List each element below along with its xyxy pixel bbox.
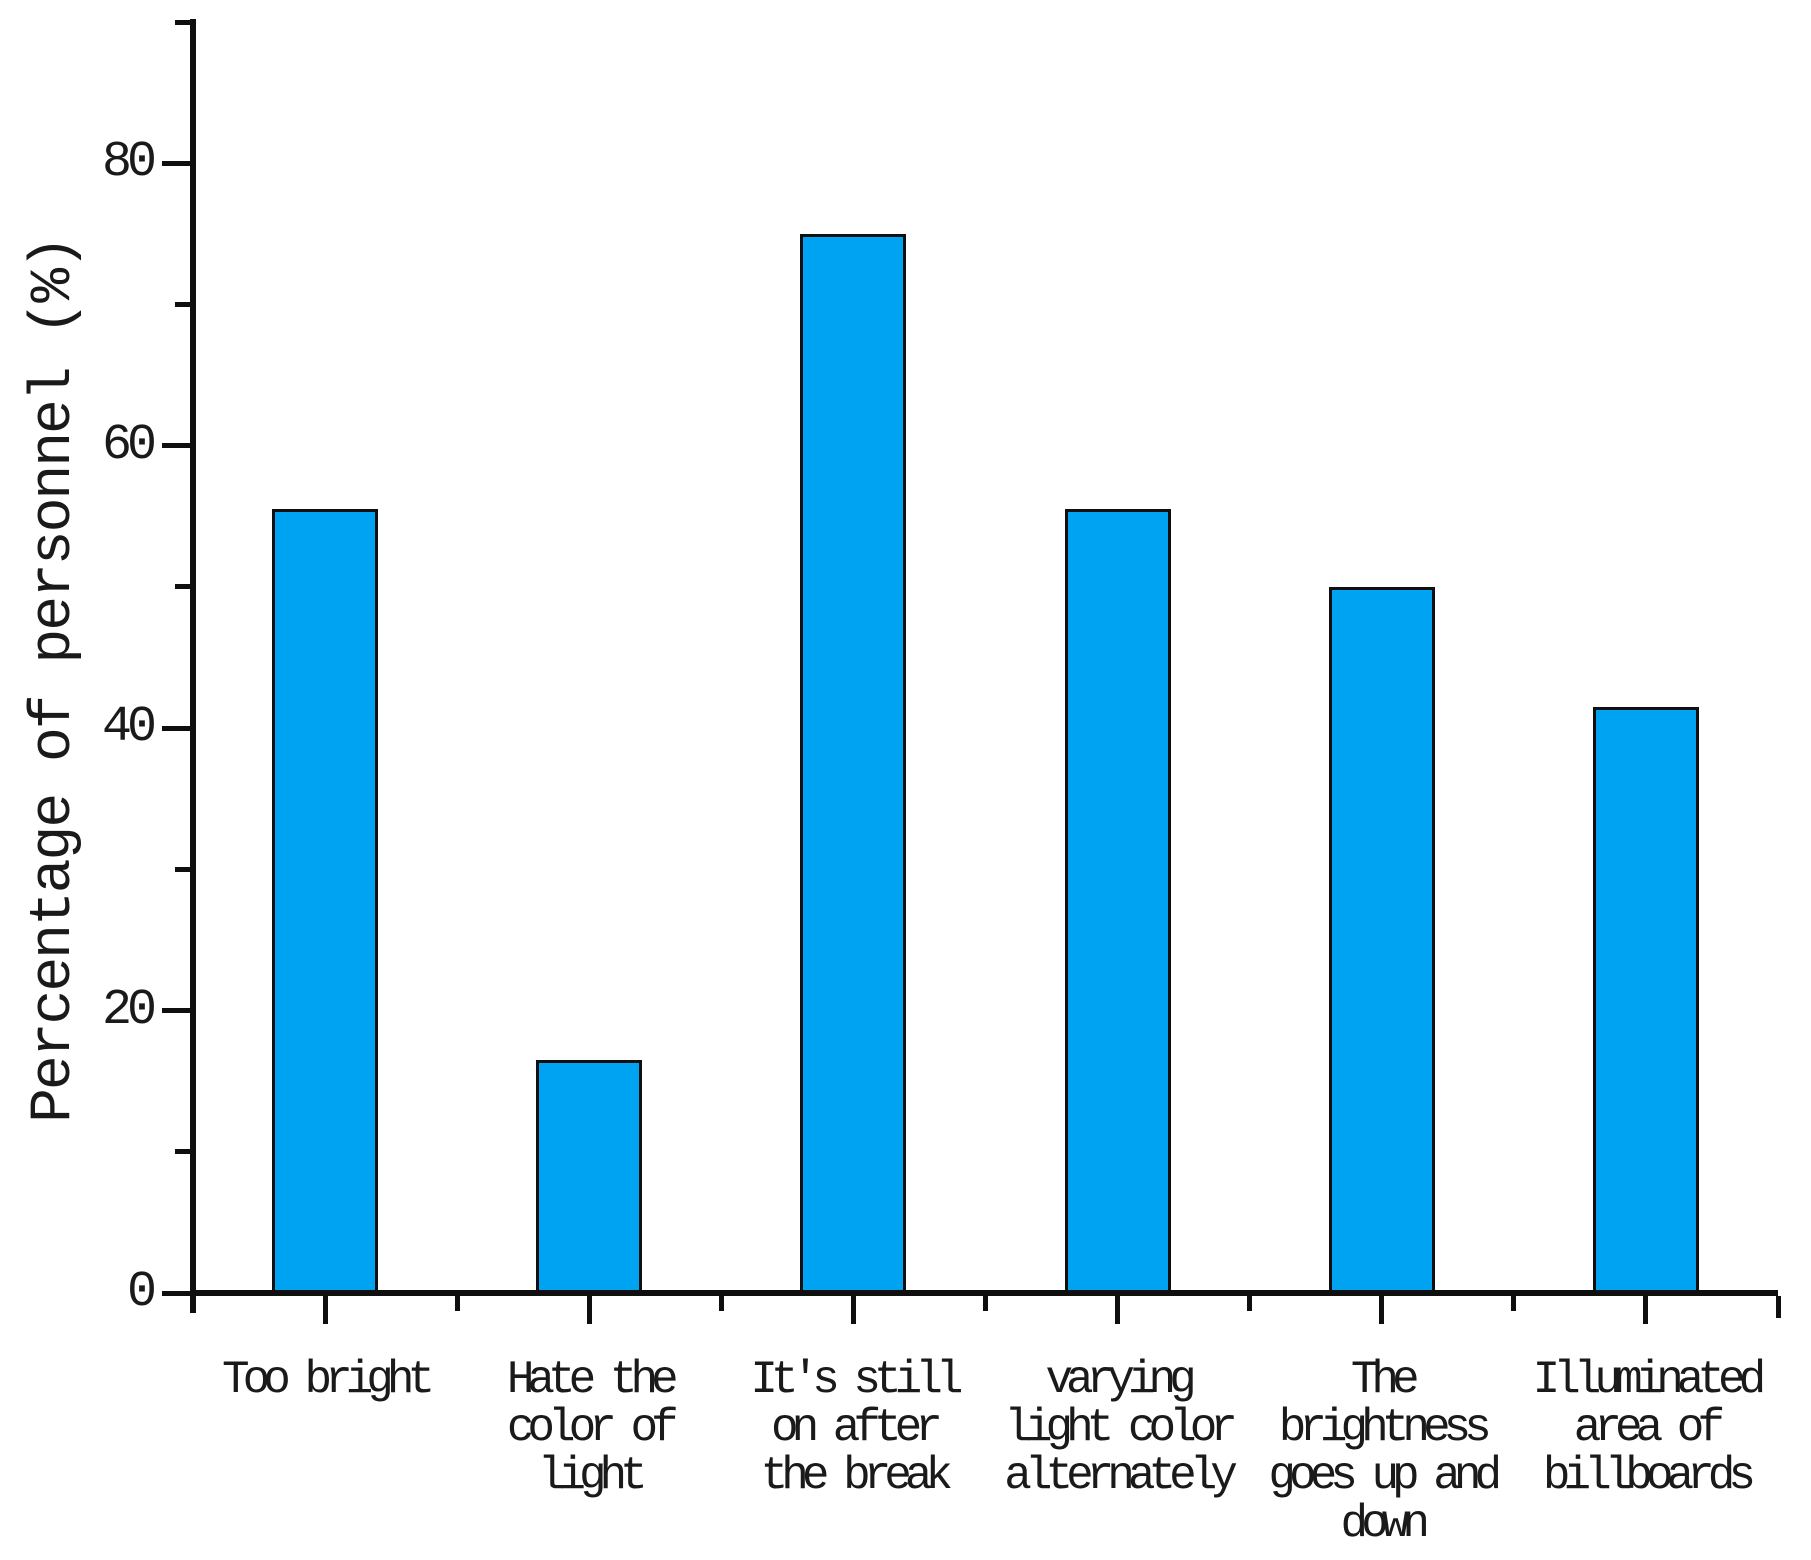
y-axis-title: Percentage of personnel (%) — [22, 237, 87, 1123]
x-tick-minor — [454, 1296, 460, 1311]
y-tick-major — [162, 1008, 190, 1014]
x-tick-major — [1115, 1296, 1121, 1324]
y-tick-minor — [175, 866, 190, 872]
x-category-label: varying light color alternately — [1004, 1354, 1238, 1502]
x-category-label: Too bright — [222, 1354, 435, 1406]
bar — [800, 233, 907, 1293]
y-tick-minor — [175, 584, 190, 590]
x-tick-minor — [983, 1296, 988, 1311]
x-tick-minor — [1775, 1296, 1781, 1318]
bar — [1328, 586, 1435, 1293]
y-tick-label: 60 — [101, 416, 157, 474]
y-tick-major — [162, 160, 190, 166]
bar — [1064, 509, 1171, 1293]
y-tick-label: 20 — [101, 981, 157, 1039]
bar — [1592, 706, 1699, 1293]
y-tick-label: 40 — [101, 699, 157, 757]
y-tick-label: 80 — [101, 134, 157, 192]
x-category-label: It's still on after the break — [750, 1354, 963, 1502]
x-axis-line — [190, 1290, 1778, 1296]
y-tick-major — [162, 725, 190, 731]
bar — [536, 1059, 643, 1293]
x-tick-minor — [718, 1296, 724, 1311]
y-tick-label: 0 — [126, 1264, 157, 1321]
x-tick-major — [586, 1296, 592, 1324]
y-tick-major — [162, 1290, 190, 1296]
y-axis-line — [190, 19, 196, 1313]
x-tick-minor — [1247, 1296, 1253, 1311]
y-tick-minor — [175, 301, 190, 307]
x-tick-major — [1379, 1296, 1385, 1324]
x-category-label: Illuminated area of billboards — [1532, 1354, 1767, 1502]
x-category-label: Hate the color of light — [506, 1354, 679, 1502]
x-category-label: The brightness goes up and down — [1268, 1354, 1502, 1550]
y-tick-major — [162, 443, 190, 449]
x-tick-minor — [1511, 1296, 1517, 1311]
x-tick-major — [1643, 1296, 1649, 1324]
y-tick-minor — [175, 1149, 190, 1155]
x-tick-major — [850, 1296, 856, 1324]
x-tick-major — [322, 1296, 328, 1324]
bar — [272, 509, 379, 1293]
y-tick-minor — [175, 19, 190, 25]
